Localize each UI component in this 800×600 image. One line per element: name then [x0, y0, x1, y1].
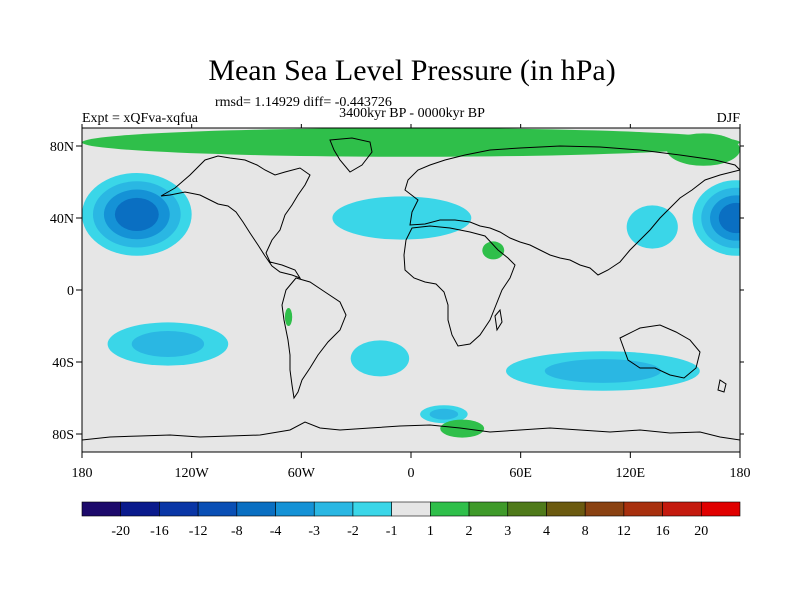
coastlines — [82, 137, 740, 441]
colorbar-label: -2 — [347, 524, 359, 539]
chart-title: Mean Sea Level Pressure (in hPa) — [208, 54, 615, 87]
x-tick-label: 120W — [175, 466, 210, 481]
coast-australia — [619, 324, 701, 379]
colorbar-swatch — [197, 501, 238, 517]
region-arctic-positive — [82, 128, 740, 157]
region-south-indian-ocean-negative — [506, 351, 700, 391]
colorbar-label: -16 — [150, 524, 169, 539]
contour-level — [429, 408, 459, 420]
x-tick-label: 120E — [616, 466, 646, 481]
colorbar-label: 8 — [582, 524, 589, 539]
coast-south-america — [281, 277, 347, 400]
contour-level — [114, 197, 159, 231]
colorbar-label: 2 — [466, 524, 473, 539]
colorbar-swatch — [700, 501, 741, 517]
colorbar-label: -1 — [386, 524, 398, 539]
contour-level — [544, 359, 662, 383]
y-tick-label: 80S — [52, 428, 74, 443]
colorbar-label: -20 — [111, 524, 130, 539]
colorbar-swatch — [391, 501, 431, 517]
colorbar-swatch — [507, 501, 547, 517]
region-north-atlantic-negative — [332, 196, 472, 240]
contour-level — [82, 128, 740, 157]
map-background — [82, 128, 740, 452]
colorbar-swatch — [120, 501, 160, 517]
coast-antarctica — [82, 421, 740, 441]
coast-madagascar — [494, 308, 503, 332]
colorbar-swatch — [623, 501, 663, 517]
contour-level — [718, 202, 740, 234]
region-arabia-positive — [482, 241, 505, 260]
colorbar-label: 20 — [694, 524, 708, 539]
colorbar-label: 12 — [617, 524, 631, 539]
colorbar-label: -3 — [308, 524, 320, 539]
region-south-atlantic-negative — [350, 340, 410, 377]
coast-new-zealand — [717, 379, 727, 393]
y-tick-label: 40N — [50, 212, 74, 227]
region-antarctic-coast-negative — [420, 405, 468, 424]
x-tick-label: 60E — [509, 466, 532, 481]
colorbar-swatch — [313, 501, 354, 517]
stats-line: rmsd= 1.14929 diff= -0.443726 — [215, 95, 392, 110]
contour-level — [131, 331, 205, 357]
period-label: 3400kyr BP - 0000kyr BP — [339, 106, 485, 121]
x-tick-label: 60W — [288, 466, 316, 481]
region-siberia-positive — [666, 133, 740, 166]
y-tick-label: 80N — [50, 140, 74, 155]
colorbar-label: 3 — [504, 524, 511, 539]
colorbar-swatch — [662, 501, 702, 517]
coast-north-america — [160, 155, 311, 279]
map-axes: 180 120W 60W 0 60E 120E 180 80N 40N 0 40S 80S — [50, 124, 751, 481]
colorbar-swatch — [468, 501, 509, 517]
colorbar: -20 -16 -12 -8 -4 -3 -2 -1 1 2 3 4 8 12 16 20 — [81, 501, 741, 539]
colorbar-swatch — [236, 501, 276, 517]
colorbar-label: -4 — [270, 524, 282, 539]
season-label: DJF — [717, 111, 741, 126]
colorbar-swatch — [81, 501, 122, 517]
x-tick-label: 180 — [72, 466, 93, 481]
contour-level — [350, 340, 410, 377]
colorbar-swatch — [430, 501, 470, 517]
colorbar-label: -12 — [189, 524, 208, 539]
colorbar-swatch — [159, 501, 199, 517]
colorbar-swatch — [546, 501, 586, 517]
contour-level — [482, 241, 505, 260]
experiment-label: Expt = xQFva-xqfua — [82, 111, 199, 126]
colorbar-label: 1 — [427, 524, 434, 539]
region-south-pacific-negative — [107, 322, 229, 366]
map-panel: 180 120W 60W 0 60E 120E 180 80N 40N 0 40S 80S — [50, 124, 751, 481]
y-tick-label: 40S — [52, 356, 74, 371]
colorbar-swatch — [275, 501, 315, 517]
coast-africa — [403, 225, 516, 347]
region-amazon-positive — [284, 308, 293, 326]
colorbar-swatch — [584, 501, 625, 517]
contour-level — [666, 133, 740, 166]
contour-level — [332, 196, 472, 240]
colorbar-label: 16 — [656, 524, 670, 539]
x-tick-label: 0 — [408, 466, 415, 481]
region-north-pacific-low — [82, 173, 192, 256]
contour-level — [284, 308, 293, 326]
colorbar-label: -8 — [231, 524, 243, 539]
coast-eurasia — [404, 145, 740, 276]
colorbar-swatch — [352, 501, 392, 517]
region-west-pacific-edge-low — [692, 180, 740, 256]
colorbar-label: 4 — [543, 524, 550, 539]
y-tick-label: 0 — [67, 284, 74, 299]
x-tick-label: 180 — [730, 466, 751, 481]
coast-greenland — [329, 137, 373, 173]
